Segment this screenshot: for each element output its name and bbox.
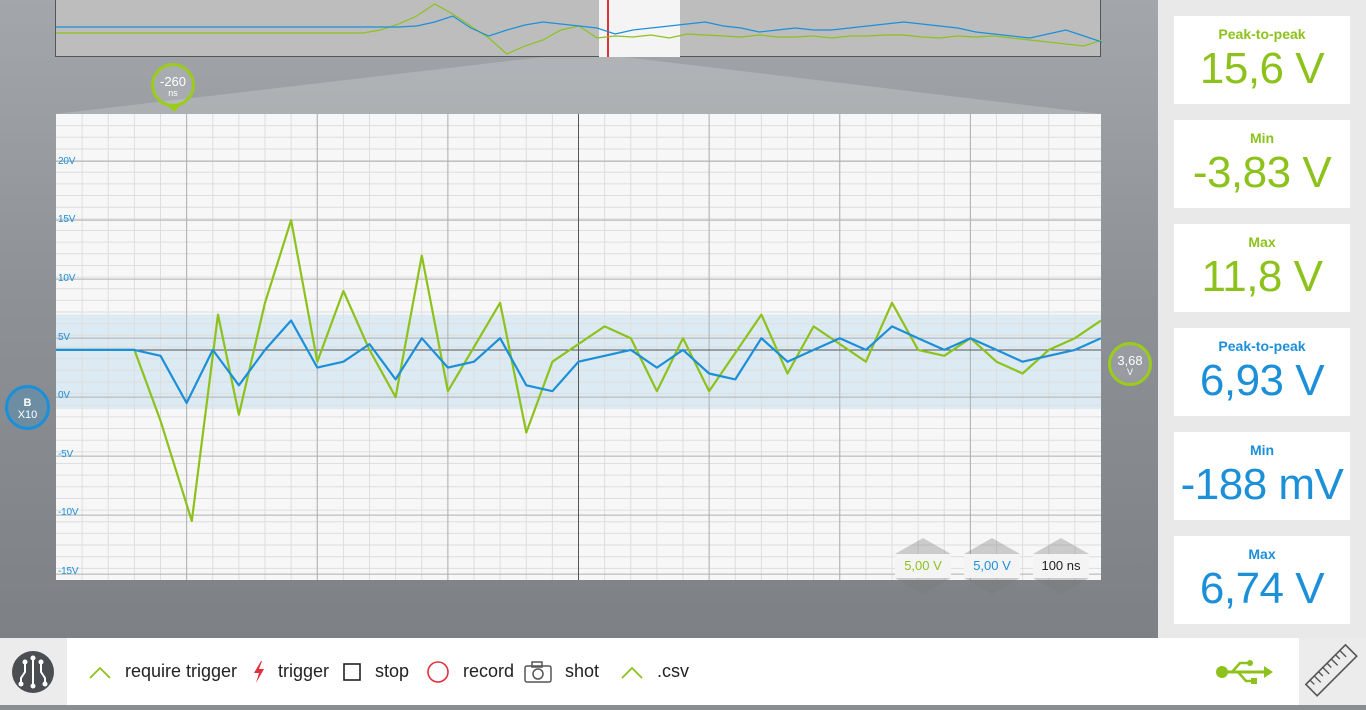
- measurement-card-a-min[interactable]: Min -3,83 V: [1174, 120, 1350, 208]
- measurements-panel: Peak-to-peak 15,6 V Min -3,83 V Max 11,8…: [1158, 0, 1366, 638]
- require-trigger-label: require trigger: [125, 661, 238, 681]
- measurement-title: Max: [1248, 546, 1276, 562]
- shot-label: shot: [565, 661, 600, 681]
- stop-square-icon: [337, 657, 367, 687]
- zoom-funnel: [55, 57, 1101, 114]
- waveform-svg: [56, 114, 1101, 580]
- trigger-level-unit: V: [1126, 367, 1133, 377]
- time-marker-pointer: [168, 106, 180, 112]
- trigger-button[interactable]: trigger: [244, 638, 329, 705]
- measurement-card-a-max[interactable]: Max 11,8 V: [1174, 224, 1350, 312]
- y-tick-label: 20V: [58, 156, 76, 167]
- waveform-plot[interactable]: [56, 114, 1101, 580]
- trigger-level-marker[interactable]: 3,68 V: [1108, 342, 1152, 386]
- record-circle-icon: [423, 657, 453, 687]
- measurement-card-a-peak-to-peak[interactable]: Peak-to-peak 15,6 V: [1174, 16, 1350, 104]
- y-tick-label: 10V: [58, 273, 76, 284]
- measure-tool-button[interactable]: [1299, 638, 1366, 705]
- trigger-label: trigger: [278, 661, 330, 681]
- channel-b-scale-control[interactable]: 5,00 V: [964, 538, 1020, 594]
- bottom-toolbar: require trigger trigger stop record shot…: [0, 638, 1366, 705]
- channel-b-offset-marker[interactable]: B X10: [5, 385, 50, 430]
- rising-edge-icon: [617, 657, 647, 687]
- channel-a-volts-per-div: 5,00 V: [895, 554, 951, 578]
- screenshot-button[interactable]: shot: [523, 638, 599, 705]
- overview-strip[interactable]: [55, 0, 1102, 57]
- y-tick-label: -5V: [58, 449, 73, 460]
- series-line-channel-a: [56, 219, 1101, 523]
- trigger-level-value: 3,68: [1117, 353, 1143, 368]
- require-trigger-toggle[interactable]: require trigger: [85, 638, 237, 705]
- measurement-value: -188 mV: [1180, 460, 1344, 509]
- measurement-card-b-min[interactable]: Min -188 mV: [1174, 432, 1350, 520]
- lightning-icon: [244, 657, 274, 687]
- camera-icon: [523, 657, 553, 687]
- measurement-value: 6,74 V: [1199, 564, 1325, 613]
- circuit-logo-icon: [12, 651, 54, 693]
- y-tick-label: -15V: [58, 566, 79, 577]
- y-tick-label: -10V: [58, 507, 79, 518]
- timebase-control[interactable]: 100 ns: [1033, 538, 1089, 594]
- csv-export-button[interactable]: .csv: [617, 638, 689, 705]
- time-offset-marker[interactable]: -260 ns: [151, 63, 195, 107]
- app-menu-button[interactable]: [0, 638, 67, 705]
- y-tick-label: 0V: [58, 390, 70, 401]
- measurement-value: 6,93 V: [1199, 356, 1325, 405]
- scope-stage: -260 ns 20V 15V 10V 5V 0V -5V -10V -15V …: [0, 0, 1158, 638]
- overview-trace-b: [56, 15, 1102, 43]
- measurement-value: 11,8 V: [1201, 252, 1323, 301]
- overview-trigger-line: [607, 0, 609, 57]
- time-offset-unit: ns: [168, 88, 178, 98]
- overview-traces: [56, 3, 1102, 55]
- channel-a-scale-control[interactable]: 5,00 V: [895, 538, 951, 594]
- measurement-card-b-peak-to-peak[interactable]: Peak-to-peak 6,93 V: [1174, 328, 1350, 416]
- time-offset-value: -260: [159, 74, 187, 89]
- time-per-div: 100 ns: [1033, 554, 1089, 578]
- series-line-channel-b: [56, 319, 1101, 405]
- stop-button[interactable]: stop: [337, 638, 409, 705]
- ruler-icon: [1304, 643, 1358, 697]
- csv-label: .csv: [657, 661, 690, 681]
- measurement-value: -3,83 V: [1192, 148, 1332, 197]
- record-button[interactable]: record: [423, 638, 514, 705]
- measurement-value: 15,6 V: [1199, 44, 1325, 93]
- overview-zoom-window[interactable]: [599, 0, 680, 57]
- y-tick-label: 15V: [58, 214, 76, 225]
- stop-label: stop: [375, 661, 410, 681]
- channel-b-probe: X10: [17, 409, 38, 421]
- measurement-title: Max: [1248, 234, 1276, 250]
- measurement-title: Min: [1249, 130, 1275, 146]
- measurement-card-b-max[interactable]: Max 6,74 V: [1174, 536, 1350, 624]
- measurement-title: Peak-to-peak: [1218, 26, 1306, 42]
- rising-edge-icon: [85, 657, 115, 687]
- record-label: record: [463, 661, 515, 681]
- channel-b-name: B: [23, 397, 32, 409]
- measurement-title: Peak-to-peak: [1218, 338, 1306, 354]
- usb-icon[interactable]: [1214, 658, 1274, 686]
- overview-trace-a: [56, 3, 1102, 55]
- measurement-title: Min: [1249, 442, 1275, 458]
- y-tick-label: 5V: [58, 332, 70, 343]
- channel-b-volts-per-div: 5,00 V: [964, 554, 1020, 578]
